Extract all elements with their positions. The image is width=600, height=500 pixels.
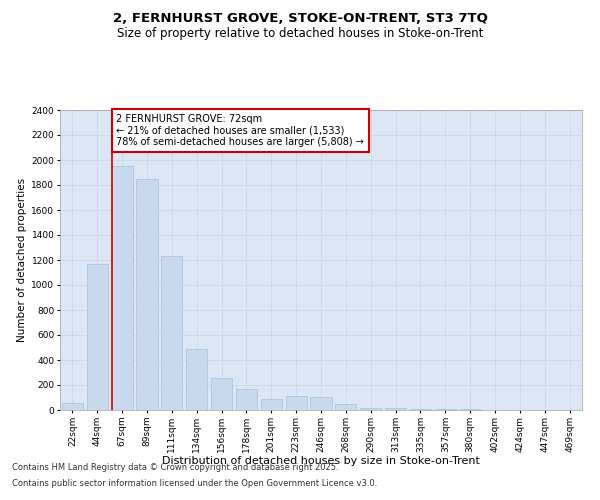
Text: 2 FERNHURST GROVE: 72sqm
← 21% of detached houses are smaller (1,533)
78% of sem: 2 FERNHURST GROVE: 72sqm ← 21% of detach…	[116, 114, 364, 147]
Bar	[435, 409, 456, 410]
Bar	[335, 404, 356, 410]
Bar	[161, 256, 182, 410]
Bar	[236, 390, 257, 410]
Bar	[410, 409, 431, 410]
Text: Contains public sector information licensed under the Open Government Licence v3: Contains public sector information licen…	[12, 478, 377, 488]
Bar	[310, 397, 332, 410]
Bar	[186, 349, 207, 410]
Text: Size of property relative to detached houses in Stoke-on-Trent: Size of property relative to detached ho…	[117, 28, 483, 40]
Bar	[62, 403, 83, 410]
Bar	[87, 264, 108, 410]
Text: 2, FERNHURST GROVE, STOKE-ON-TRENT, ST3 7TQ: 2, FERNHURST GROVE, STOKE-ON-TRENT, ST3 …	[113, 12, 487, 26]
Y-axis label: Number of detached properties: Number of detached properties	[17, 178, 27, 342]
Text: Contains HM Land Registry data © Crown copyright and database right 2025.: Contains HM Land Registry data © Crown c…	[12, 464, 338, 472]
Bar	[112, 166, 133, 410]
Bar	[136, 179, 158, 410]
Bar	[360, 408, 381, 410]
X-axis label: Distribution of detached houses by size in Stoke-on-Trent: Distribution of detached houses by size …	[162, 456, 480, 466]
Bar	[211, 378, 232, 410]
Bar	[261, 400, 282, 410]
Bar	[385, 408, 406, 410]
Bar	[286, 396, 307, 410]
